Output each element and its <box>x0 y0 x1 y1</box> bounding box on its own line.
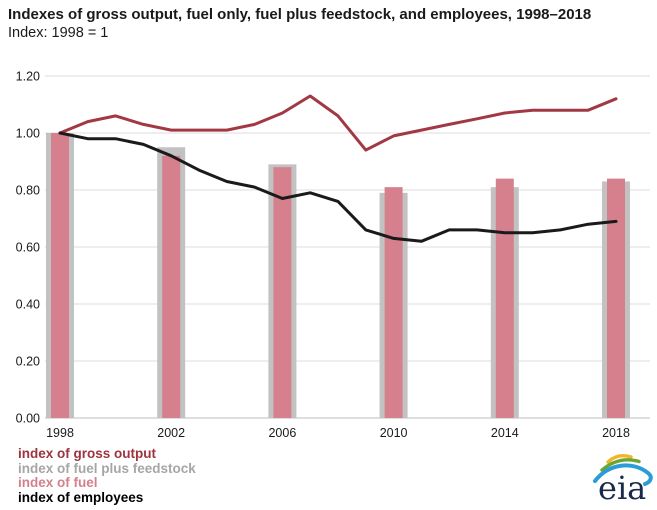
eia-logo-green-arc-icon <box>600 458 641 472</box>
bar-fuel <box>495 178 514 418</box>
y-tick-label: 1.20 <box>16 70 40 84</box>
eia-logo: eia <box>593 454 653 507</box>
eia-logo-blue-arc-icon <box>593 463 653 486</box>
legend-label: index of gross output <box>18 446 156 461</box>
y-tick-label: 0.20 <box>16 355 40 369</box>
y-tick-label: 0.60 <box>16 241 40 255</box>
legend-label: index of fuel plus feedstock <box>18 460 196 476</box>
legend-item-fuel: index of fuel <box>18 475 196 491</box>
bar-fuel <box>607 178 625 418</box>
x-axis-label: 2018 <box>602 426 630 440</box>
bar-fuel <box>162 155 181 419</box>
x-axis-label: 1998 <box>46 426 74 440</box>
y-tick-label: 0.00 <box>16 412 40 426</box>
x-axis-label: 2002 <box>157 426 185 440</box>
x-axis-label: 2006 <box>268 426 296 440</box>
legend-item-fuel-plus-feedstock: index of fuel plus feedstock <box>18 460 196 477</box>
y-tick-label: 1.00 <box>16 127 40 141</box>
legend-label: index of employees <box>18 489 144 505</box>
y-tick-label: 0.40 <box>16 298 40 312</box>
chart-legend: index of gross output index of fuel plus… <box>18 446 196 506</box>
bar-fuel <box>384 187 403 418</box>
x-axis-label: 2014 <box>491 426 519 440</box>
line-gross-output <box>58 94 618 152</box>
bar-fuel <box>273 167 292 418</box>
legend-item-employees: index of employees <box>18 489 196 506</box>
bar-fuel <box>51 133 69 418</box>
chart-title: Indexes of gross output, fuel only, fuel… <box>8 6 592 23</box>
eia-logo-yellow-arc-icon <box>606 454 633 464</box>
legend-item-gross-output: index of gross output <box>18 446 196 462</box>
x-axis-label: 2010 <box>380 426 408 440</box>
y-tick-label: 0.80 <box>16 184 40 198</box>
line-employees <box>58 131 618 243</box>
chart-subtitle: Index: 1998 = 1 <box>8 25 109 41</box>
legend-label: index of fuel <box>18 475 98 490</box>
eia-logo-text: eia <box>598 469 646 507</box>
